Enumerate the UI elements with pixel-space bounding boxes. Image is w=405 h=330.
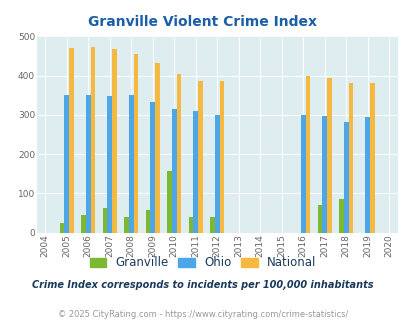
Text: Granville Violent Crime Index: Granville Violent Crime Index: [88, 15, 317, 29]
Bar: [85, 95, 90, 233]
Bar: [326, 78, 331, 233]
Bar: [81, 215, 85, 233]
Text: © 2025 CityRating.com - https://www.cityrating.com/crime-statistics/: © 2025 CityRating.com - https://www.city…: [58, 310, 347, 319]
Bar: [317, 205, 322, 233]
Bar: [300, 115, 305, 233]
Bar: [167, 171, 171, 233]
Bar: [198, 81, 202, 233]
Bar: [188, 217, 193, 233]
Bar: [60, 223, 64, 233]
Bar: [214, 115, 219, 233]
Bar: [219, 81, 224, 233]
Bar: [322, 115, 326, 233]
Bar: [64, 95, 69, 233]
Bar: [343, 122, 348, 233]
Bar: [90, 47, 95, 233]
Bar: [155, 63, 160, 233]
Bar: [338, 199, 343, 233]
Bar: [364, 117, 369, 233]
Bar: [102, 208, 107, 233]
Bar: [193, 111, 198, 233]
Bar: [145, 210, 150, 233]
Bar: [69, 49, 74, 233]
Bar: [124, 217, 128, 233]
Legend: Granville, Ohio, National: Granville, Ohio, National: [85, 252, 320, 274]
Bar: [107, 96, 112, 233]
Bar: [128, 95, 133, 233]
Bar: [210, 217, 214, 233]
Bar: [369, 83, 374, 233]
Bar: [348, 83, 352, 233]
Bar: [176, 74, 181, 233]
Bar: [171, 109, 176, 233]
Bar: [150, 102, 155, 233]
Bar: [112, 49, 117, 233]
Bar: [133, 54, 138, 233]
Bar: [305, 76, 309, 233]
Text: Crime Index corresponds to incidents per 100,000 inhabitants: Crime Index corresponds to incidents per…: [32, 280, 373, 290]
